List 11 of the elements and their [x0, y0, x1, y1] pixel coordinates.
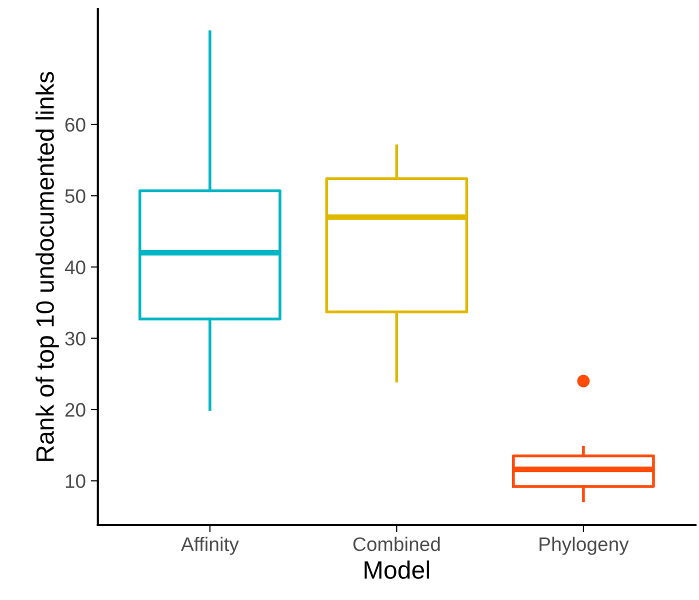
y-tick-label: 10: [66, 474, 86, 488]
y-tick-label: 30: [65, 332, 86, 346]
x-tick-label: Phylogeny: [540, 536, 629, 555]
x-tick-label: Affinity: [180, 536, 239, 555]
x-axis-title: Model: [364, 560, 430, 579]
y-tick-label: 20: [65, 403, 86, 417]
x-tick-label: Combined: [353, 536, 440, 552]
y-tick-label: 60: [65, 118, 86, 132]
y-tick-label: 40: [64, 260, 86, 274]
y-axis-title: Rank of top 10 undocumented links: [36, 72, 59, 461]
y-tick-label: 50: [65, 189, 86, 203]
